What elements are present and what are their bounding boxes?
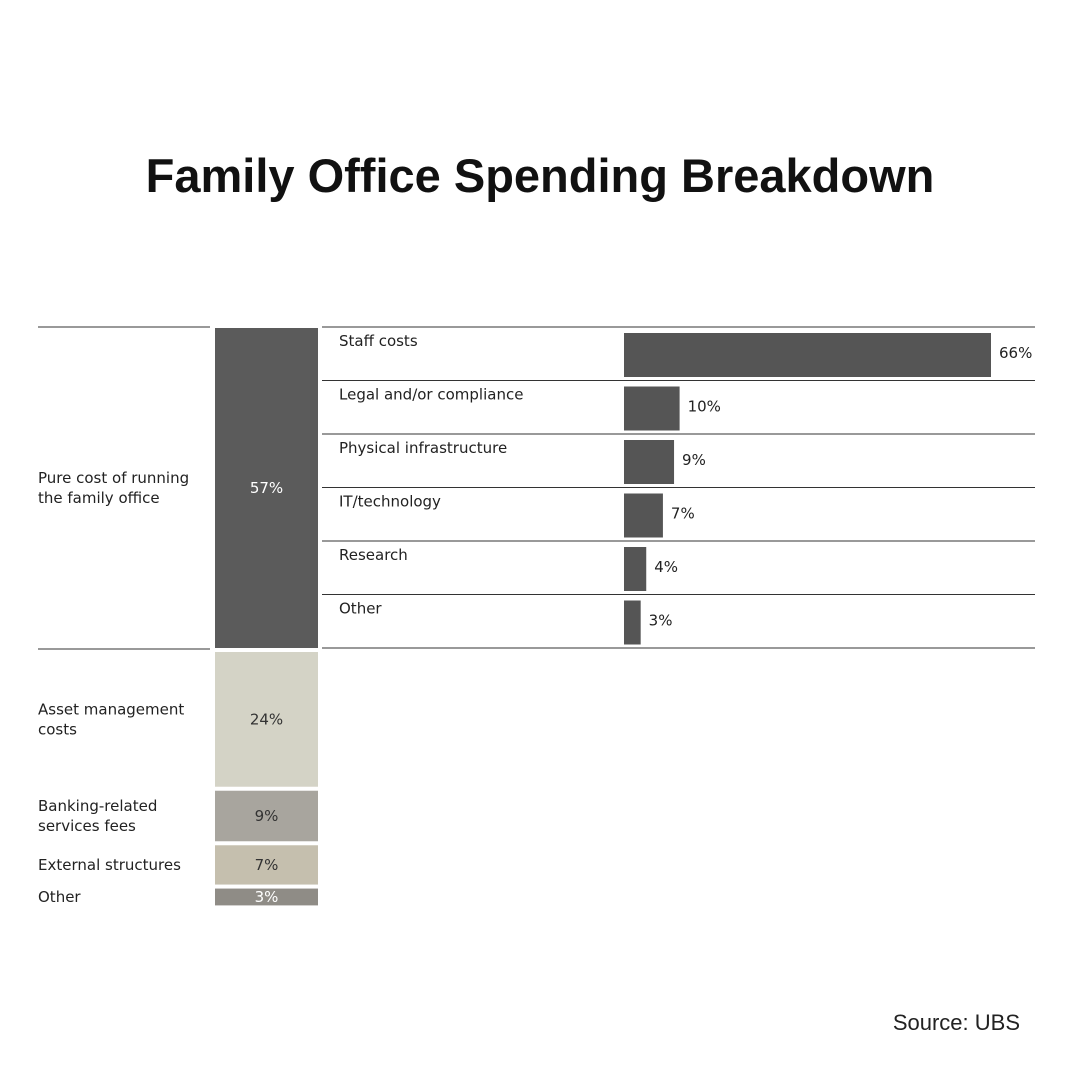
stack-segment <box>215 652 318 787</box>
detail-bar <box>624 600 641 645</box>
detail-category-label: Physical infrastructure <box>339 439 507 457</box>
stack-category-label: services fees <box>38 817 136 835</box>
stack-category-label: Banking-related <box>38 797 157 815</box>
stack-segment <box>215 328 318 648</box>
detail-bar-layer: Staff costs 66% Legal and/or compliance 10%… <box>339 332 1032 645</box>
stack-segment <box>215 845 318 885</box>
stack-category-label: the family office <box>38 489 160 507</box>
detail-value-label: 3% <box>649 612 673 630</box>
stack-category-label: Other <box>38 888 81 906</box>
stack-category-label: External structures <box>38 856 181 874</box>
stack-value-label: 57% <box>250 479 283 497</box>
source-note: Source: UBS <box>892 1010 1020 1035</box>
detail-value-label: 4% <box>654 558 678 576</box>
stack-category-label: costs <box>38 720 77 738</box>
stack-category-label: Asset management <box>38 700 184 718</box>
detail-value-label: 10% <box>688 398 721 416</box>
stack-value-label: 3% <box>255 888 279 906</box>
detail-category-label: IT/technology <box>339 493 441 511</box>
detail-value-label: 9% <box>682 451 706 469</box>
detail-bar <box>624 547 647 591</box>
stack-segment <box>215 888 318 906</box>
detail-category-label: Staff costs <box>339 332 418 350</box>
detail-category-label: Legal and/or compliance <box>339 386 523 404</box>
stack-category-label: Pure cost of running <box>38 469 189 487</box>
stacked-bar-layer: 57% Pure cost of running the family office… <box>38 328 318 906</box>
rules-layer <box>38 326 1035 650</box>
stack-value-label: 7% <box>255 856 279 874</box>
detail-bar <box>624 333 991 377</box>
detail-category-label: Research <box>339 546 408 564</box>
detail-bar <box>624 493 663 538</box>
page-title: Family Office Spending Breakdown <box>145 149 935 202</box>
stack-segment <box>215 790 318 842</box>
stack-value-label: 24% <box>250 710 283 728</box>
detail-category-label: Other <box>339 600 382 618</box>
detail-bar <box>624 440 675 484</box>
detail-value-label: 66% <box>999 344 1032 362</box>
detail-value-label: 7% <box>671 505 695 523</box>
stack-value-label: 9% <box>255 807 279 825</box>
detail-bar <box>624 386 680 431</box>
